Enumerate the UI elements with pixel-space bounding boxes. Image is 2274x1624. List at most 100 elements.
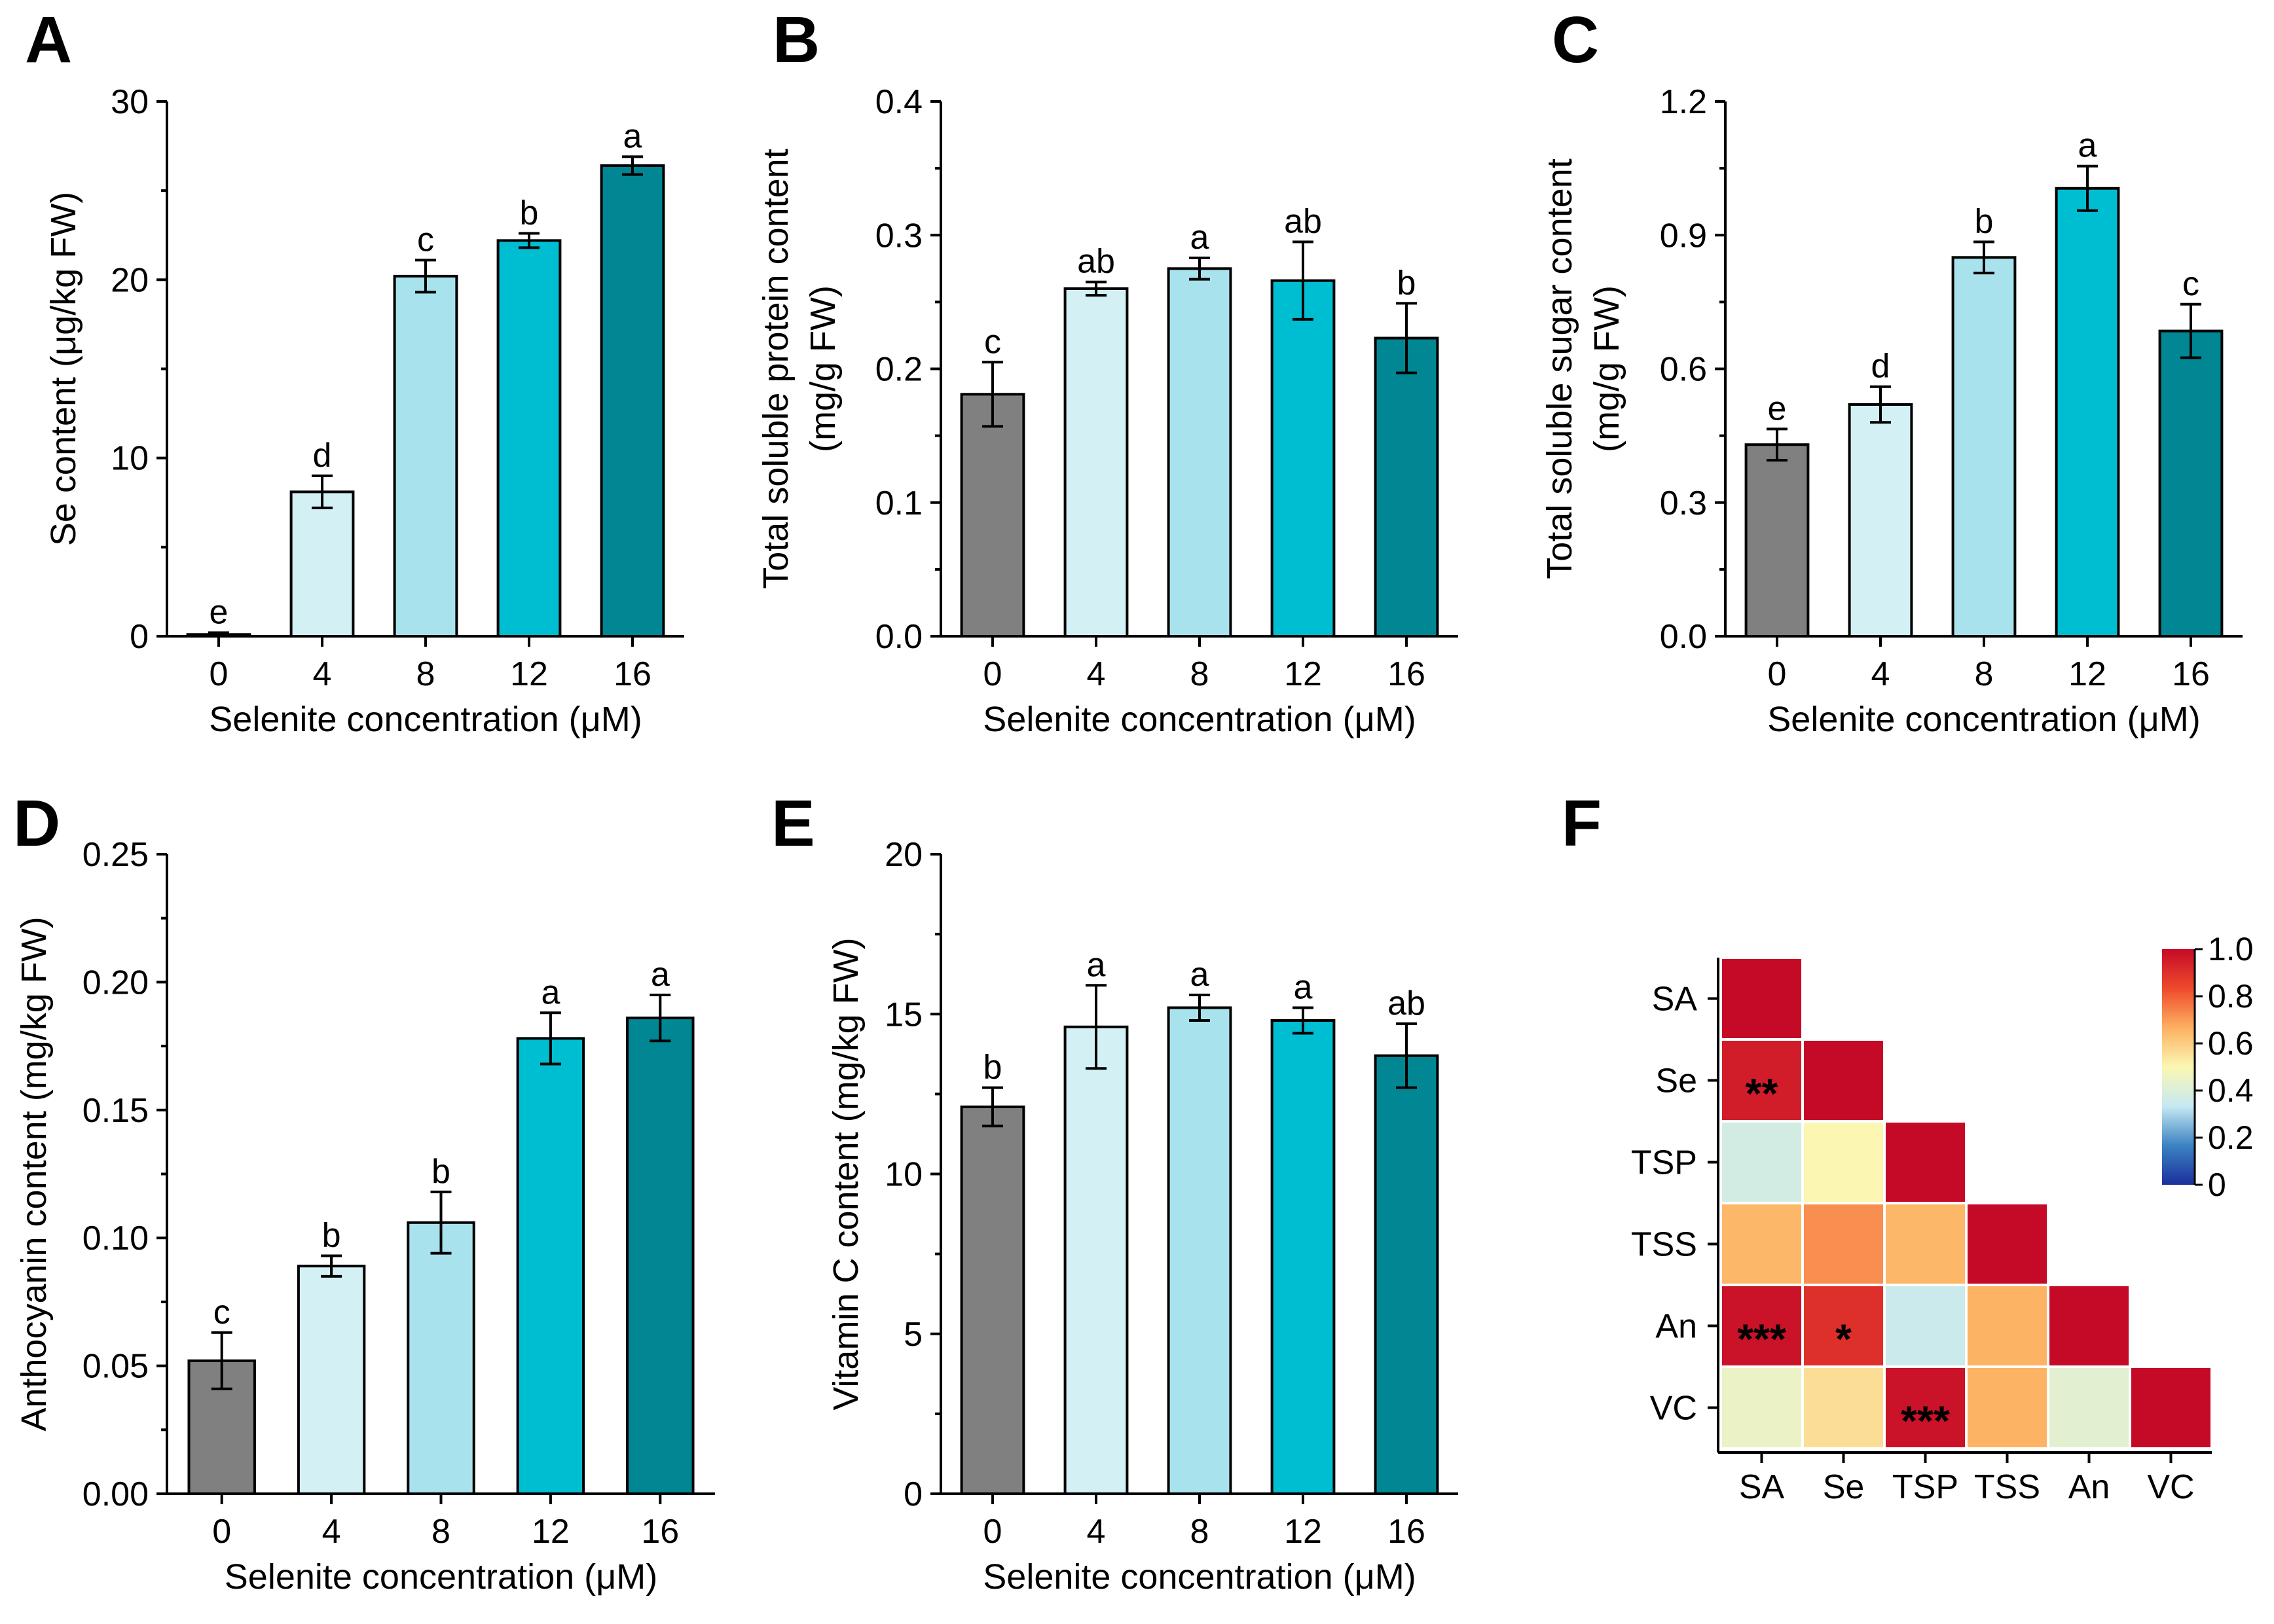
heatmap-cell (1722, 1204, 1801, 1284)
bar (1063, 287, 1129, 638)
chart-panel-b: Bc 0 ab 4 a 8 ab 12 b 16 0.0 0.1 0.2 0.3 0.4 Selenite c… (756, 3, 1458, 739)
x-tick-label: 16 (2172, 655, 2210, 693)
y-tick-label: An (1655, 1308, 1697, 1346)
heatmap-cell (1886, 1123, 1965, 1202)
heatmap-cell (1968, 1286, 2047, 1365)
y-tick-label: 10 (111, 440, 149, 478)
colorbar-tick-label: 0.2 (2208, 1119, 2254, 1156)
significance-stars: *** (1737, 1316, 1786, 1363)
x-tick-label: VC (2147, 1468, 2194, 1506)
y-axis-title: Total soluble sugar content (1540, 158, 1579, 579)
colorbar-tick-label: 0.6 (2208, 1025, 2254, 1062)
heatmap-cell (1886, 1368, 1965, 1447)
y-tick-label: 0.0 (1660, 618, 1707, 656)
x-tick-label: 16 (1387, 655, 1425, 693)
bar (516, 1037, 585, 1495)
y-tick-label: 10 (885, 1156, 923, 1194)
x-axis-title: Selenite concentration (μM) (1767, 700, 2200, 739)
significance-label: ab (1284, 202, 1322, 240)
significance-label: a (1087, 946, 1106, 984)
y-tick-label: 0.3 (875, 217, 923, 255)
x-tick-label: 12 (1284, 1513, 1322, 1551)
y-tick-label: Se (1655, 1062, 1697, 1100)
heatmap-cell (1722, 1123, 1801, 1202)
x-tick-label: 16 (1387, 1513, 1425, 1551)
bar (2055, 187, 2120, 638)
x-tick-label: 0 (210, 655, 229, 693)
bar (496, 239, 562, 638)
significance-label: ab (1387, 984, 1425, 1022)
chart-panel-c: Ce 0 d 4 b 8 a 12 c 16 0.0 0.3 0.6 0.9 1.2 Selenite con… (1540, 3, 2243, 739)
colorbar-tick-label: 0 (2208, 1166, 2226, 1203)
y-tick-label: 15 (885, 996, 923, 1034)
x-tick-label: TSP (1892, 1468, 1958, 1506)
significance-label: b (1975, 202, 1994, 240)
significance-stars: ** (1746, 1070, 1778, 1117)
y-tick-label: 0.3 (1660, 484, 1707, 522)
x-tick-label: 16 (641, 1513, 679, 1551)
significance-label: ab (1077, 243, 1115, 281)
y-tick-label: 20 (885, 836, 923, 874)
significance-label: a (541, 973, 560, 1011)
chart-panel-a: Ae 0 d 4 c 8 b 12 a 16 0 10 20 30 Selenite concentrati… (25, 3, 684, 739)
bar (960, 1105, 1025, 1496)
bar (289, 490, 355, 638)
significance-label: a (651, 956, 670, 994)
heatmap-cell (1804, 1368, 1883, 1447)
heatmap-cell (1968, 1368, 2047, 1447)
bar (1744, 443, 1810, 638)
bar (1270, 1019, 1336, 1495)
significance-label: d (1871, 348, 1890, 386)
bar (2158, 329, 2224, 638)
significance-label: a (1190, 219, 1209, 257)
y-tick-label: 0.4 (875, 83, 923, 121)
y-tick-label: 0.20 (83, 964, 149, 1001)
x-tick-label: 4 (1087, 655, 1106, 693)
y-tick-label: 1.2 (1660, 83, 1707, 121)
y-tick-label: 0 (130, 618, 149, 656)
y-tick-label: 20 (111, 261, 149, 299)
bar (626, 1017, 695, 1496)
y-axis-title: Se content (μg/kg FW) (44, 192, 83, 546)
panel-letter: B (773, 3, 820, 77)
y-tick-label: 0.10 (83, 1219, 149, 1257)
significance-label: a (1294, 968, 1313, 1006)
y-axis-title: (mg/g FW) (1587, 285, 1626, 452)
y-tick-label: 0.25 (83, 836, 149, 874)
y-axis-title: Vitamin C content (mg/kg FW) (826, 937, 866, 1410)
chart-panel-d: Dc 0 b 4 b 8 a 12 a 16 0.00 0.05 0.10 0.15 0.20 0.25 Sel… (13, 787, 715, 1597)
significance-stars: *** (1901, 1398, 1950, 1445)
heatmap-cell (1886, 1286, 1965, 1365)
x-tick-label: 4 (1871, 655, 1890, 693)
heatmap-cell (2049, 1368, 2129, 1447)
x-tick-label: 0 (983, 655, 1002, 693)
y-tick-label: 0.15 (83, 1092, 149, 1130)
x-tick-label: 16 (614, 655, 651, 693)
significance-label: c (984, 323, 1001, 361)
significance-label: b (322, 1217, 341, 1255)
x-tick-label: Se (1823, 1468, 1865, 1506)
y-tick-label: 0.05 (83, 1348, 149, 1386)
significance-label: c (417, 221, 434, 259)
heatmap-cell (1722, 959, 1801, 1038)
bar (1167, 267, 1232, 638)
panel-letter: D (13, 787, 60, 860)
x-tick-label: 0 (212, 1513, 231, 1551)
significance-label: c (213, 1293, 230, 1331)
x-tick-label: 4 (1087, 1513, 1106, 1551)
x-tick-label: 4 (313, 655, 332, 693)
x-tick-label: 8 (1190, 655, 1209, 693)
significance-label: a (2078, 127, 2097, 165)
bar (600, 164, 665, 638)
x-axis-title: Selenite concentration (μM) (225, 1557, 657, 1597)
significance-label: c (2182, 265, 2199, 303)
x-tick-label: 8 (431, 1513, 450, 1551)
significance-label: a (1190, 956, 1209, 994)
chart-panel-e: Eb 0 a 4 a 8 a 12 ab 16 0 5 10 15 20 Selenite concentra… (771, 787, 1458, 1597)
significance-label: d (313, 437, 332, 475)
significance-label: b (1397, 264, 1416, 302)
colorbar-tick-label: 1.0 (2208, 931, 2254, 967)
panel-letter: C (1552, 3, 1599, 77)
y-tick-label: TSS (1631, 1226, 1697, 1264)
